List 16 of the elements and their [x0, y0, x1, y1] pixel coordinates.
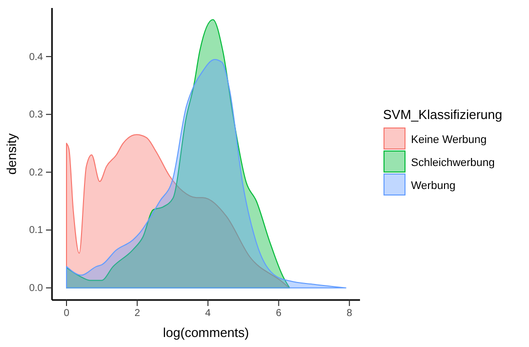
x-tick-label: 4 — [205, 308, 212, 320]
y-tick-label: 0.0 — [29, 283, 44, 294]
y-tick-label: 0.4 — [29, 52, 44, 63]
legend-title: SVM_Klassifizierung — [383, 107, 502, 122]
legend-label: Schleichwerbung — [411, 157, 495, 169]
x-tick-label: 2 — [134, 308, 140, 320]
legend-label: Keine Werbung — [411, 134, 487, 146]
y-axis-title: density — [4, 132, 19, 175]
y-tick-label: 0.1 — [29, 225, 44, 236]
legend-label: Werbung — [411, 180, 456, 192]
x-axis-title: log(comments) — [163, 325, 249, 340]
x-tick-label: 8 — [346, 308, 353, 320]
x-tick-label: 6 — [276, 308, 282, 320]
x-tick-label: 0 — [64, 308, 70, 320]
y-tick-label: 0.2 — [29, 167, 44, 178]
y-tick-label: 0.3 — [29, 110, 44, 121]
